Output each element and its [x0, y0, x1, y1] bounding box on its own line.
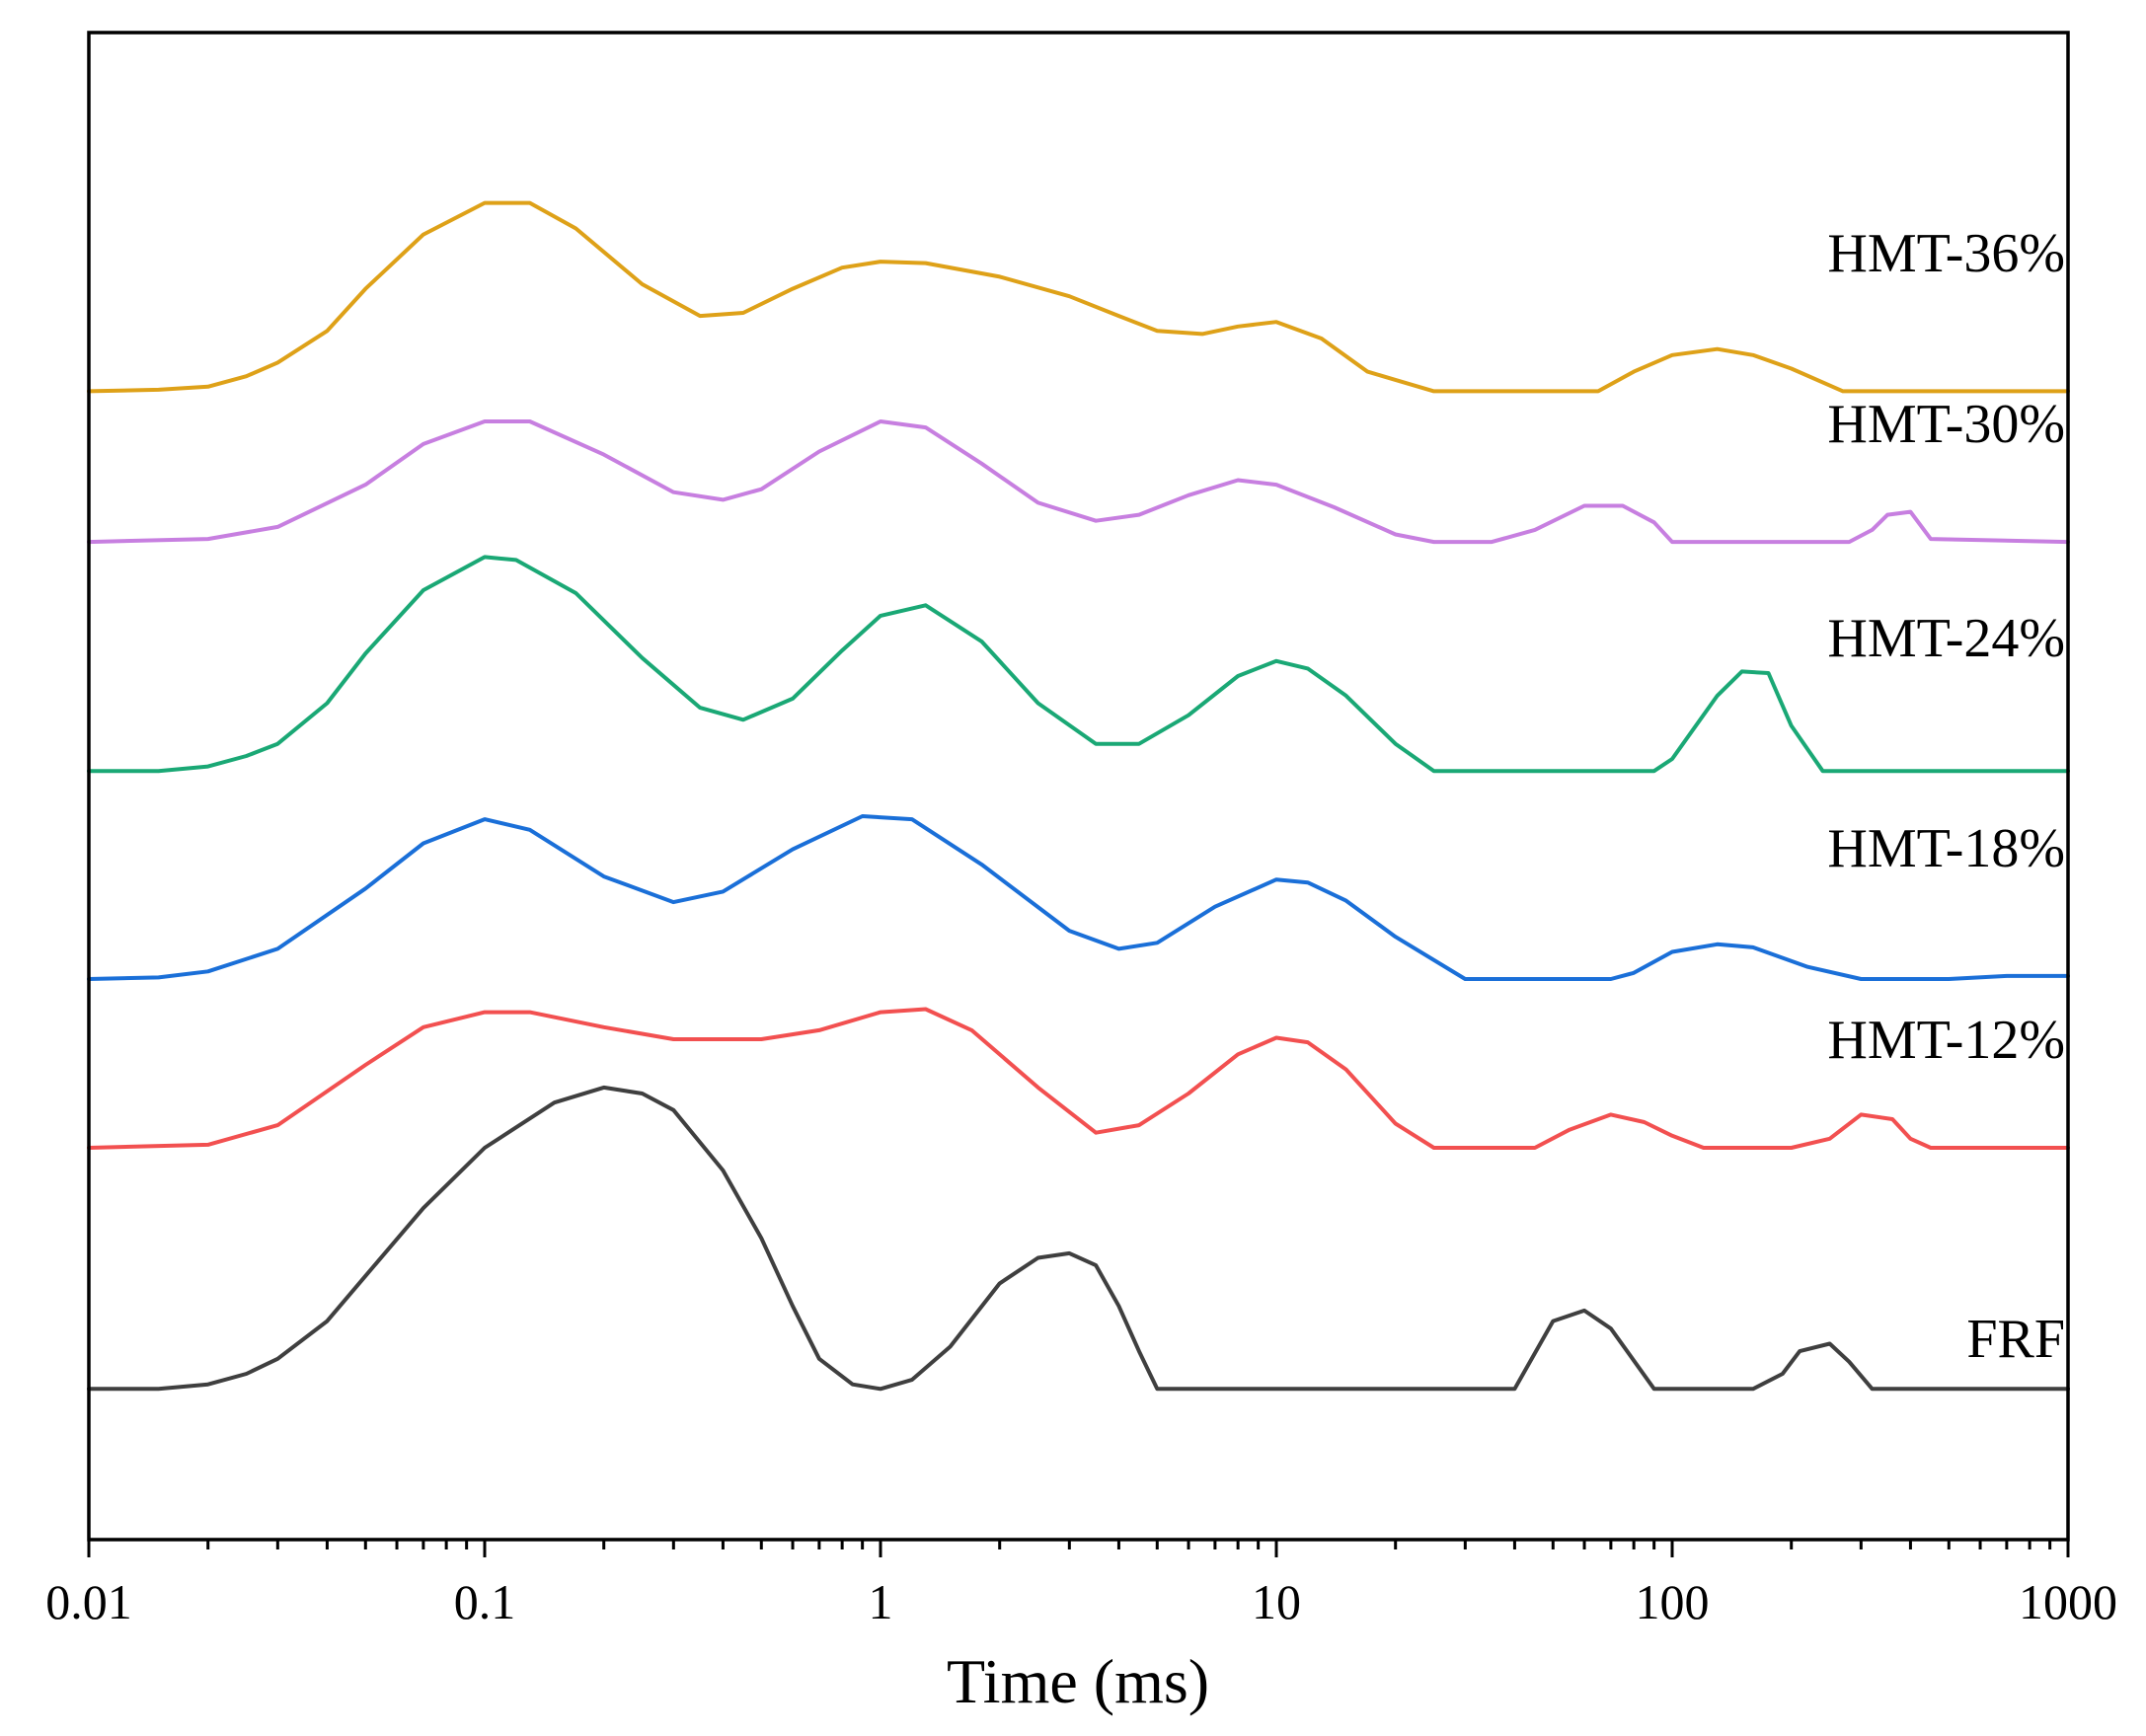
- x-tick-label: 0.01: [45, 1574, 132, 1629]
- x-axis-ticks: 0.01 0.1 1 10 100 1000: [45, 1540, 2117, 1629]
- series-label-hmt-36: HMT-36%: [1827, 223, 2065, 284]
- x-tick-label: 1000: [2019, 1574, 2117, 1629]
- series-label-layer: FRF HMT-12% HMT-18% HMT-24% HMT-30% HMT-36%: [1827, 223, 2065, 1370]
- series-line-hmt-24: [87, 555, 2070, 774]
- series-label-hmt-12: HMT-12%: [1827, 1010, 2065, 1071]
- x-tick-label: 100: [1636, 1574, 1710, 1629]
- series-layer: [87, 200, 2070, 1392]
- x-tick-label: 1: [869, 1574, 893, 1629]
- series-label-frf: FRF: [1966, 1309, 2065, 1370]
- series-line-hmt-12: [87, 1007, 2070, 1150]
- x-tick-label: 10: [1252, 1574, 1301, 1629]
- plot-frame: [87, 31, 2070, 1542]
- series-label-hmt-30: HMT-30%: [1827, 394, 2065, 455]
- x-tick-label: 0.1: [454, 1574, 516, 1629]
- series-label-hmt-18: HMT-18%: [1827, 818, 2065, 879]
- series-line-hmt-30: [87, 419, 2070, 545]
- series-line-hmt-36: [87, 200, 2070, 394]
- series-line-hmt-18: [87, 814, 2070, 981]
- x-axis-title: Time (ms): [947, 1646, 1209, 1716]
- series-line-frf: [87, 1085, 2070, 1392]
- series-label-hmt-24: HMT-24%: [1827, 608, 2065, 669]
